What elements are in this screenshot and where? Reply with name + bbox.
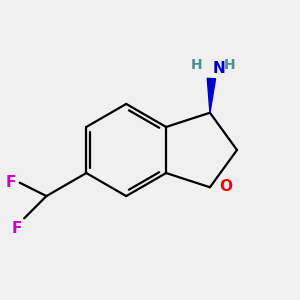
Polygon shape — [207, 78, 216, 113]
Text: H: H — [223, 58, 235, 72]
Text: F: F — [11, 221, 22, 236]
Text: O: O — [219, 179, 232, 194]
Text: H: H — [190, 58, 202, 72]
Text: F: F — [6, 175, 16, 190]
Text: N: N — [213, 61, 226, 76]
